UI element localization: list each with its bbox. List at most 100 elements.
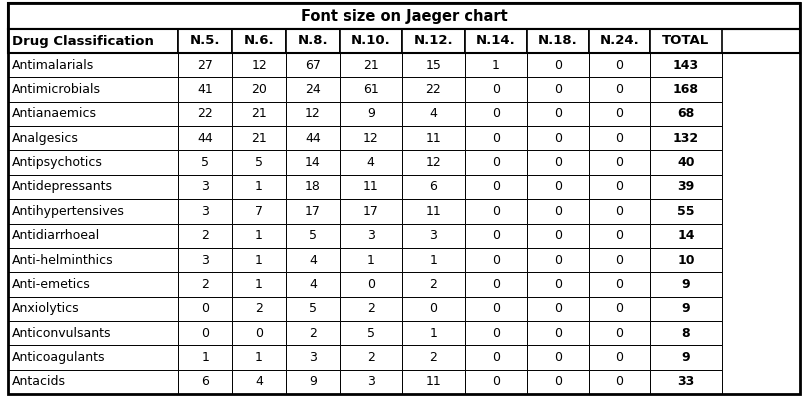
Text: 5: 5 xyxy=(255,156,263,169)
Bar xyxy=(8,126,179,150)
Text: 0: 0 xyxy=(553,107,562,120)
Text: 2: 2 xyxy=(201,229,209,242)
Text: Font size on Jaeger chart: Font size on Jaeger chart xyxy=(301,8,507,23)
Bar xyxy=(8,297,179,321)
Text: 3: 3 xyxy=(367,229,375,242)
Bar xyxy=(527,77,588,102)
Bar xyxy=(232,321,286,345)
Bar xyxy=(340,126,402,150)
Bar xyxy=(465,77,527,102)
Text: 0: 0 xyxy=(553,59,562,72)
Text: 2: 2 xyxy=(429,351,437,364)
Text: N.14.: N.14. xyxy=(476,35,516,47)
Bar xyxy=(340,345,402,370)
Bar xyxy=(232,345,286,370)
Bar xyxy=(232,102,286,126)
Bar xyxy=(527,175,588,199)
Text: N.5.: N.5. xyxy=(190,35,221,47)
Text: 41: 41 xyxy=(197,83,213,96)
Bar xyxy=(340,53,402,77)
Text: 0: 0 xyxy=(492,180,500,193)
Bar xyxy=(340,321,402,345)
Bar xyxy=(232,248,286,272)
Text: 21: 21 xyxy=(251,132,267,145)
Text: 0: 0 xyxy=(492,278,500,291)
Bar xyxy=(402,150,465,175)
Bar xyxy=(465,102,527,126)
Bar xyxy=(8,175,179,199)
Text: 0: 0 xyxy=(492,351,500,364)
Bar xyxy=(179,102,232,126)
Bar xyxy=(340,224,402,248)
Bar xyxy=(402,199,465,224)
Text: 0: 0 xyxy=(616,254,624,267)
Bar xyxy=(650,150,722,175)
Text: 4: 4 xyxy=(367,156,375,169)
Text: 3: 3 xyxy=(201,180,209,193)
Bar xyxy=(465,224,527,248)
Text: 2: 2 xyxy=(201,278,209,291)
Text: 0: 0 xyxy=(616,59,624,72)
Bar xyxy=(588,77,650,102)
Bar xyxy=(650,102,722,126)
Text: TOTAL: TOTAL xyxy=(663,35,709,47)
Bar xyxy=(232,77,286,102)
Text: 0: 0 xyxy=(616,351,624,364)
Bar xyxy=(588,150,650,175)
Bar xyxy=(588,248,650,272)
Bar xyxy=(650,321,722,345)
Text: 5: 5 xyxy=(309,302,317,315)
Bar xyxy=(340,272,402,297)
Text: 1: 1 xyxy=(255,278,263,291)
Bar xyxy=(465,175,527,199)
Text: 0: 0 xyxy=(492,302,500,315)
Bar xyxy=(650,370,722,394)
Text: 0: 0 xyxy=(492,229,500,242)
Text: 0: 0 xyxy=(553,229,562,242)
Text: 44: 44 xyxy=(197,132,213,145)
Bar xyxy=(402,29,465,53)
Text: 1: 1 xyxy=(255,351,263,364)
Bar xyxy=(286,29,340,53)
Bar xyxy=(8,150,179,175)
Bar xyxy=(402,102,465,126)
Text: 3: 3 xyxy=(367,375,375,388)
Text: 0: 0 xyxy=(616,205,624,218)
Text: 1: 1 xyxy=(367,254,375,267)
Bar xyxy=(8,199,179,224)
Text: N.12.: N.12. xyxy=(414,35,453,47)
Text: 18: 18 xyxy=(305,180,321,193)
Bar xyxy=(286,77,340,102)
Bar xyxy=(588,224,650,248)
Bar xyxy=(340,370,402,394)
Text: N.24.: N.24. xyxy=(600,35,639,47)
Bar xyxy=(650,126,722,150)
Bar xyxy=(179,272,232,297)
Bar xyxy=(179,370,232,394)
Text: 2: 2 xyxy=(255,302,263,315)
Bar xyxy=(179,53,232,77)
Text: 20: 20 xyxy=(251,83,267,96)
Text: 2: 2 xyxy=(367,302,375,315)
Text: 132: 132 xyxy=(673,132,699,145)
Bar xyxy=(465,272,527,297)
Text: 14: 14 xyxy=(677,229,695,242)
Text: 2: 2 xyxy=(309,327,317,339)
Text: 0: 0 xyxy=(553,156,562,169)
Text: Anticoagulants: Anticoagulants xyxy=(12,351,106,364)
Bar xyxy=(650,248,722,272)
Text: 0: 0 xyxy=(201,327,209,339)
Text: 9: 9 xyxy=(682,278,690,291)
Text: 0: 0 xyxy=(492,107,500,120)
Bar xyxy=(340,102,402,126)
Text: 21: 21 xyxy=(363,59,379,72)
Bar xyxy=(465,53,527,77)
Text: 0: 0 xyxy=(553,205,562,218)
Bar xyxy=(232,126,286,150)
Bar xyxy=(402,345,465,370)
Text: 0: 0 xyxy=(429,302,437,315)
Text: 0: 0 xyxy=(616,229,624,242)
Bar xyxy=(8,29,800,53)
Text: 5: 5 xyxy=(367,327,375,339)
Bar xyxy=(527,199,588,224)
